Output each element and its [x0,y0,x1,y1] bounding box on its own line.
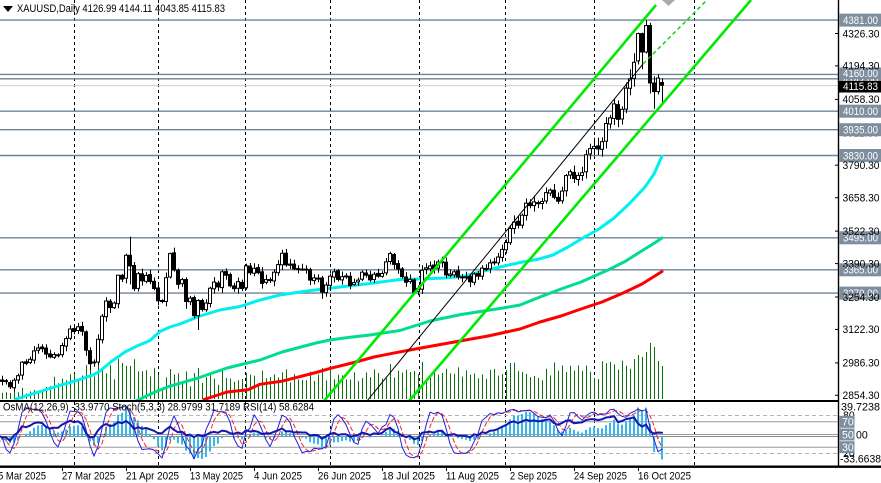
svg-text:XAUUSD,Daily 4126.99 4144.11: XAUUSD,Daily 4126.99 4144.11 4043.85 411… [17,3,225,15]
svg-text:3254.30: 3254.30 [843,292,880,304]
svg-text:3790.30: 3790.30 [843,160,880,172]
svg-text:3270.00: 3270.00 [843,288,878,300]
svg-text:5 Mar 2025: 5 Mar 2025 [0,471,46,483]
svg-text:21 Apr 2025: 21 Apr 2025 [126,471,179,483]
svg-text:26 Jun 2025: 26 Jun 2025 [318,471,371,483]
svg-text:4381.00: 4381.00 [843,15,878,27]
svg-text:4115.83: 4115.83 [843,81,878,93]
svg-text:50: 50 [842,429,854,441]
svg-text:11 Aug 2025: 11 Aug 2025 [446,471,499,483]
svg-text:13 May 2025: 13 May 2025 [190,471,243,483]
svg-text:18 Jul 2025: 18 Jul 2025 [382,471,435,483]
svg-text:4194.30: 4194.30 [843,61,880,73]
svg-text:70: 70 [842,417,854,429]
svg-text:2854.30: 2854.30 [843,390,880,402]
svg-text:3390.30: 3390.30 [843,258,880,270]
svg-text:3935.00: 3935.00 [843,125,878,137]
svg-text:3365.00: 3365.00 [843,265,878,277]
svg-text:OsMA(12,26,9) -33.9770 Stoch(: OsMA(12,26,9) -33.9770 Stoch(5,3,3) 28.9… [3,402,314,414]
svg-text:4160.00: 4160.00 [843,68,878,80]
svg-text:3495.00: 3495.00 [843,233,878,245]
svg-text:4058.30: 4058.30 [843,94,880,106]
svg-text:3522.30: 3522.30 [843,226,880,238]
svg-text:3658.30: 3658.30 [843,193,880,205]
svg-text:39.7238: 39.7238 [841,402,880,414]
svg-text:2 Sep 2025: 2 Sep 2025 [510,471,557,483]
svg-text:4 Jun 2025: 4 Jun 2025 [254,471,302,483]
svg-text:30: 30 [842,442,854,454]
svg-text:4010.00: 4010.00 [843,106,878,118]
svg-text:3830.00: 3830.00 [843,150,878,162]
svg-text:16 Oct 2025: 16 Oct 2025 [638,471,691,483]
svg-text:00: 00 [856,430,868,442]
svg-text:27 Mar 2025: 27 Mar 2025 [62,471,115,483]
svg-text:20: 20 [843,448,855,460]
svg-text:3122.30: 3122.30 [843,324,880,336]
svg-text:4326.30: 4326.30 [843,28,880,40]
svg-text:2986.30: 2986.30 [843,358,880,370]
svg-text:24 Sep 2025: 24 Sep 2025 [574,471,627,483]
svg-text:-33.6638: -33.6638 [840,453,881,465]
